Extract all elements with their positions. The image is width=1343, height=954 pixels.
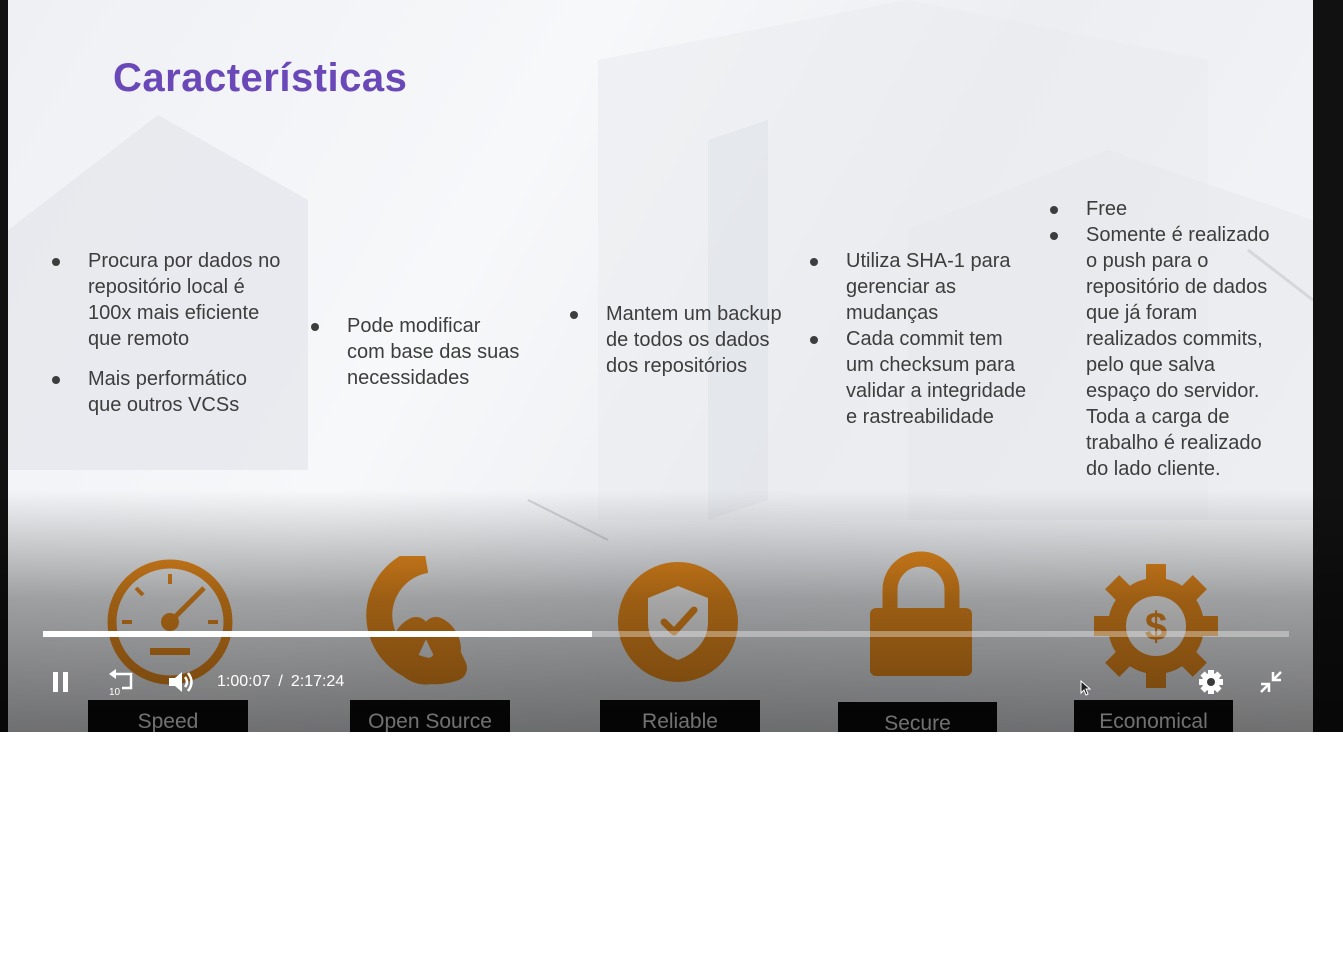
volume-icon [169,672,193,692]
list-item: Pode modificar com base das suas necessi… [311,313,521,391]
duration: 2:17:24 [290,673,345,690]
feature-list-open-source: Pode modificar com base das suas necessi… [311,313,521,391]
svg-text:$: $ [1145,605,1167,649]
list-item: Utiliza SHA-1 para gerenciar as mudanças [810,248,1032,326]
slide-title: Características [113,56,408,100]
current-time: 1:00:07 [217,673,271,690]
replay-seconds: 10 [109,687,121,696]
settings-icon [1199,670,1223,694]
feature-list-reliable: Mantem um backup de todos os dados dos r… [570,301,800,379]
video-player[interactable]: Características Procura por dados no rep… [0,0,1343,732]
replay-10-button[interactable]: 10 [103,664,139,700]
padlock-icon [870,551,972,676]
list-item: Mantem um backup de todos os dados dos r… [570,301,800,379]
pause-icon [53,672,68,692]
time-display: 1:00:07 / 2:17:24 [217,672,344,692]
time-separator: / [278,673,283,690]
replay-10-icon: 10 [109,669,133,696]
open-source-icon [366,556,467,685]
volume-button[interactable] [163,664,199,700]
feature-label-speed: Speed [88,700,248,732]
list-item: Somente é realizado o push para o reposi… [1050,222,1282,482]
feature-label-open-source: Open Source [350,700,510,732]
shield-check-icon [618,562,738,682]
exit-fullscreen-button[interactable] [1253,664,1289,700]
settings-button[interactable] [1193,664,1229,700]
seek-bar-played [43,631,592,637]
list-item: Procura por dados no repositório local é… [52,248,282,352]
feature-list-secure: Utiliza SHA-1 para gerenciar as mudanças… [810,248,1032,430]
feature-list-speed: Procura por dados no repositório local é… [52,248,282,418]
mouse-cursor-icon [1080,680,1092,696]
background-shapes [8,0,1313,541]
feature-label-secure: Secure [838,702,997,732]
exit-fullscreen-icon [1260,671,1282,693]
pause-button[interactable] [43,664,79,700]
seek-bar[interactable] [43,631,1289,637]
list-item: Mais performático que outros VCSs [52,366,282,418]
list-item: Free [1050,196,1282,222]
feature-label-reliable: Reliable [600,700,760,732]
list-item: Cada commit tem um checksum para validar… [810,326,1032,430]
video-frame: Características Procura por dados no rep… [8,0,1313,732]
feature-label-economical: Economical [1074,700,1233,732]
feature-list-economical: Free Somente é realizado o push para o r… [1050,196,1282,482]
